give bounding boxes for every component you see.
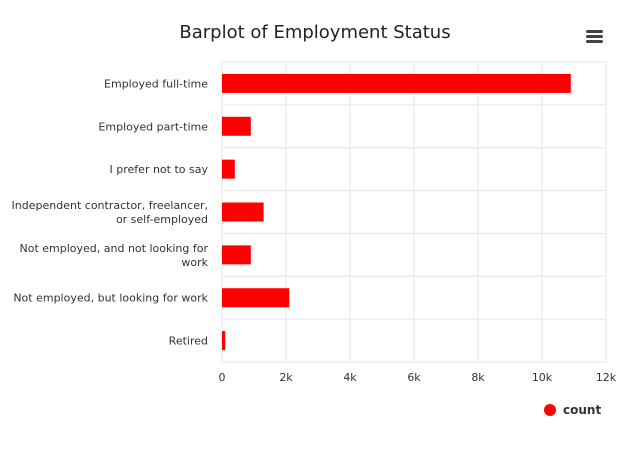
hamburger-menu-icon[interactable]: [584, 28, 606, 46]
category-label: Independent contractor, freelancer, or se…: [12, 199, 208, 226]
bar[interactable]: [222, 116, 251, 136]
bar[interactable]: [222, 245, 251, 265]
category-label: Employed part-time: [98, 120, 208, 133]
legend[interactable]: count: [544, 403, 601, 417]
legend-label: count: [563, 403, 601, 417]
x-tick-label: 4k: [343, 371, 357, 384]
bar[interactable]: [222, 159, 235, 179]
category-label: Not employed, but looking for work: [13, 292, 208, 305]
category-label: Not employed, and not looking for work: [20, 242, 209, 269]
bar[interactable]: [222, 331, 226, 351]
x-tick-label: 10k: [532, 371, 553, 384]
x-tick-label: 8k: [471, 371, 485, 384]
bar[interactable]: [222, 202, 264, 222]
chart-title: Barplot of Employment Status: [179, 22, 450, 43]
x-tick-label: 2k: [279, 371, 293, 384]
x-tick-label: 12k: [596, 371, 617, 384]
category-label: Employed full-time: [104, 77, 208, 90]
bar[interactable]: [222, 288, 290, 308]
category-label: Retired: [169, 335, 208, 348]
x-tick-label: 6k: [407, 371, 421, 384]
x-tick-label: 0: [219, 371, 226, 384]
x-axis-ticks: 0 2k 4k 6k 8k 10k 12k: [219, 371, 617, 384]
grid: [221, 61, 607, 363]
bar[interactable]: [222, 73, 571, 93]
legend-marker: [544, 404, 556, 416]
bars: [222, 73, 571, 351]
category-label: I prefer not to say: [110, 163, 209, 176]
category-labels: Employed full-time Employed part-time I pr…: [12, 77, 209, 347]
